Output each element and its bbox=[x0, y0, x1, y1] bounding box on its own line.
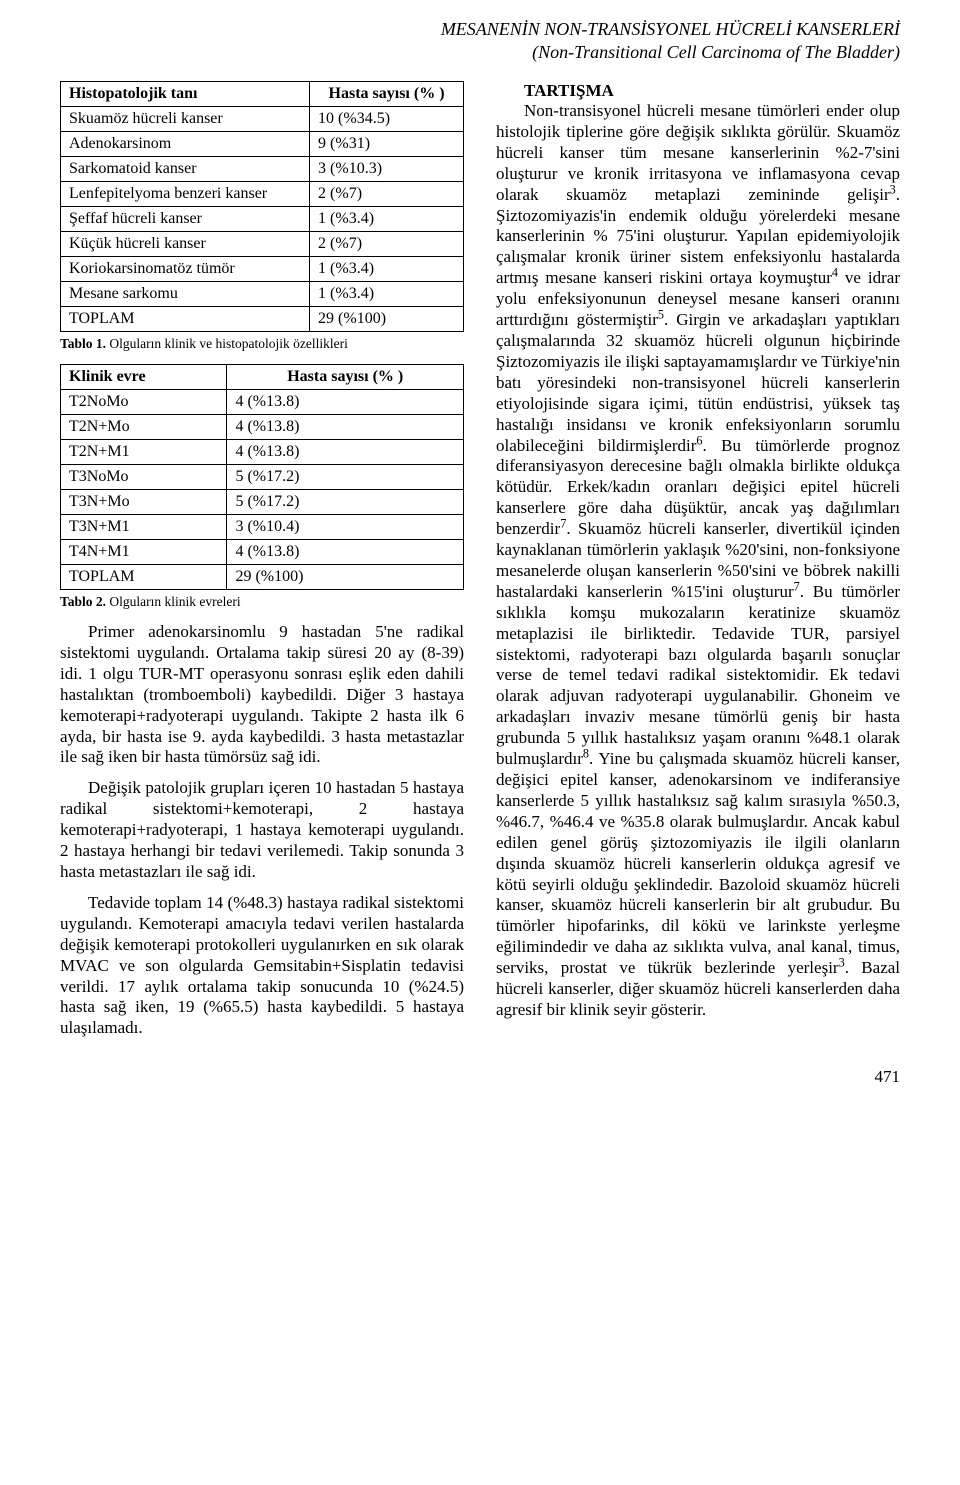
table2-cell-value: 4 (%13.8) bbox=[227, 540, 464, 565]
table1-cell-name: Adenokarsinom bbox=[61, 132, 310, 157]
table-row: Koriokarsinomatöz tümör1 (%3.4) bbox=[61, 257, 464, 282]
discussion-paragraph: Non-transisyonel hücreli mesane tümörler… bbox=[496, 101, 900, 1021]
table-row: Küçük hücreli kanser2 (%7) bbox=[61, 232, 464, 257]
discussion-heading: TARTIŞMA bbox=[496, 81, 900, 101]
table-row: T2N+Mo4 (%13.8) bbox=[61, 415, 464, 440]
table1-caption-label: Tablo 1. bbox=[60, 336, 106, 351]
page-number: 471 bbox=[60, 1067, 900, 1087]
table2-cell-value: 3 (%10.4) bbox=[227, 515, 464, 540]
table1-caption: Tablo 1. Olguların klinik ve histopatolo… bbox=[60, 336, 464, 352]
table1-header-1: Hasta sayısı (% ) bbox=[310, 82, 464, 107]
table-row: TOPLAM29 (%100) bbox=[61, 565, 464, 590]
table-row: Lenfepitelyoma benzeri kanser2 (%7) bbox=[61, 182, 464, 207]
table1-cell-value: 29 (%100) bbox=[310, 307, 464, 332]
table-row: T3N+M13 (%10.4) bbox=[61, 515, 464, 540]
table-row: Adenokarsinom9 (%31) bbox=[61, 132, 464, 157]
table-row: Şeffaf hücreli kanser1 (%3.4) bbox=[61, 207, 464, 232]
table2-cell-value: 4 (%13.8) bbox=[227, 415, 464, 440]
table2-cell-value: 4 (%13.8) bbox=[227, 440, 464, 465]
table-row: TOPLAM29 (%100) bbox=[61, 307, 464, 332]
table2-cell-name: T3N+Mo bbox=[61, 490, 227, 515]
table2-cell-name: T2N+M1 bbox=[61, 440, 227, 465]
table2-cell-name: TOPLAM bbox=[61, 565, 227, 590]
table-row: Skuamöz hücreli kanser10 (%34.5) bbox=[61, 107, 464, 132]
table2-caption: Tablo 2. Olguların klinik evreleri bbox=[60, 594, 464, 610]
table1-cell-value: 2 (%7) bbox=[310, 182, 464, 207]
two-column-layout: Histopatolojik tanı Hasta sayısı (% ) Sk… bbox=[60, 81, 900, 1049]
left-column: Histopatolojik tanı Hasta sayısı (% ) Sk… bbox=[60, 81, 464, 1049]
table2-cell-name: T2N+Mo bbox=[61, 415, 227, 440]
table1-cell-name: Küçük hücreli kanser bbox=[61, 232, 310, 257]
table2-cell-value: 5 (%17.2) bbox=[227, 465, 464, 490]
table-clinical-stage: Klinik evre Hasta sayısı (% ) T2NoMo4 (%… bbox=[60, 364, 464, 590]
left-paragraph-1: Primer adenokarsinomlu 9 hastadan 5'ne r… bbox=[60, 622, 464, 768]
table-row: T2N+M14 (%13.8) bbox=[61, 440, 464, 465]
table-row: Mesane sarkomu1 (%3.4) bbox=[61, 282, 464, 307]
table1-cell-value: 1 (%3.4) bbox=[310, 207, 464, 232]
header-line-2: (Non-Transitional Cell Carcinoma of The … bbox=[60, 41, 900, 64]
table2-cell-value: 5 (%17.2) bbox=[227, 490, 464, 515]
table1-cell-name: Sarkomatoid kanser bbox=[61, 157, 310, 182]
table2-cell-value: 4 (%13.8) bbox=[227, 390, 464, 415]
table-row: T3N+Mo5 (%17.2) bbox=[61, 490, 464, 515]
table-row: T3NoMo5 (%17.2) bbox=[61, 465, 464, 490]
table2-cell-name: T3N+M1 bbox=[61, 515, 227, 540]
table-row: T2NoMo4 (%13.8) bbox=[61, 390, 464, 415]
table1-cell-value: 10 (%34.5) bbox=[310, 107, 464, 132]
table2-cell-value: 29 (%100) bbox=[227, 565, 464, 590]
table1-cell-name: Lenfepitelyoma benzeri kanser bbox=[61, 182, 310, 207]
table1-cell-name: Skuamöz hücreli kanser bbox=[61, 107, 310, 132]
table2-cell-name: T4N+M1 bbox=[61, 540, 227, 565]
left-paragraph-3: Tedavide toplam 14 (%48.3) hastaya radik… bbox=[60, 893, 464, 1039]
table1-cell-value: 1 (%3.4) bbox=[310, 257, 464, 282]
table2-cell-name: T2NoMo bbox=[61, 390, 227, 415]
header-line-1: MESANENİN NON-TRANSİSYONEL HÜCRELİ KANSE… bbox=[60, 18, 900, 41]
table1-cell-value: 1 (%3.4) bbox=[310, 282, 464, 307]
running-header: MESANENİN NON-TRANSİSYONEL HÜCRELİ KANSE… bbox=[60, 18, 900, 63]
table-histopathology: Histopatolojik tanı Hasta sayısı (% ) Sk… bbox=[60, 81, 464, 332]
left-paragraph-2: Değişik patolojik grupları içeren 10 has… bbox=[60, 778, 464, 883]
table1-cell-name: Koriokarsinomatöz tümör bbox=[61, 257, 310, 282]
table1-cell-value: 9 (%31) bbox=[310, 132, 464, 157]
table-row: Sarkomatoid kanser3 (%10.3) bbox=[61, 157, 464, 182]
table2-caption-label: Tablo 2. bbox=[60, 594, 106, 609]
table1-cell-value: 3 (%10.3) bbox=[310, 157, 464, 182]
table1-header-0: Histopatolojik tanı bbox=[61, 82, 310, 107]
table1-caption-text: Olguların klinik ve histopatolojik özell… bbox=[106, 336, 348, 351]
table-row: T4N+M14 (%13.8) bbox=[61, 540, 464, 565]
table2-header-1: Hasta sayısı (% ) bbox=[227, 365, 464, 390]
table2-header-0: Klinik evre bbox=[61, 365, 227, 390]
table1-cell-name: Mesane sarkomu bbox=[61, 282, 310, 307]
right-column: TARTIŞMA Non-transisyonel hücreli mesane… bbox=[496, 81, 900, 1049]
table2-cell-name: T3NoMo bbox=[61, 465, 227, 490]
table1-cell-name: TOPLAM bbox=[61, 307, 310, 332]
table2-caption-text: Olguların klinik evreleri bbox=[106, 594, 241, 609]
table1-cell-name: Şeffaf hücreli kanser bbox=[61, 207, 310, 232]
table1-cell-value: 2 (%7) bbox=[310, 232, 464, 257]
